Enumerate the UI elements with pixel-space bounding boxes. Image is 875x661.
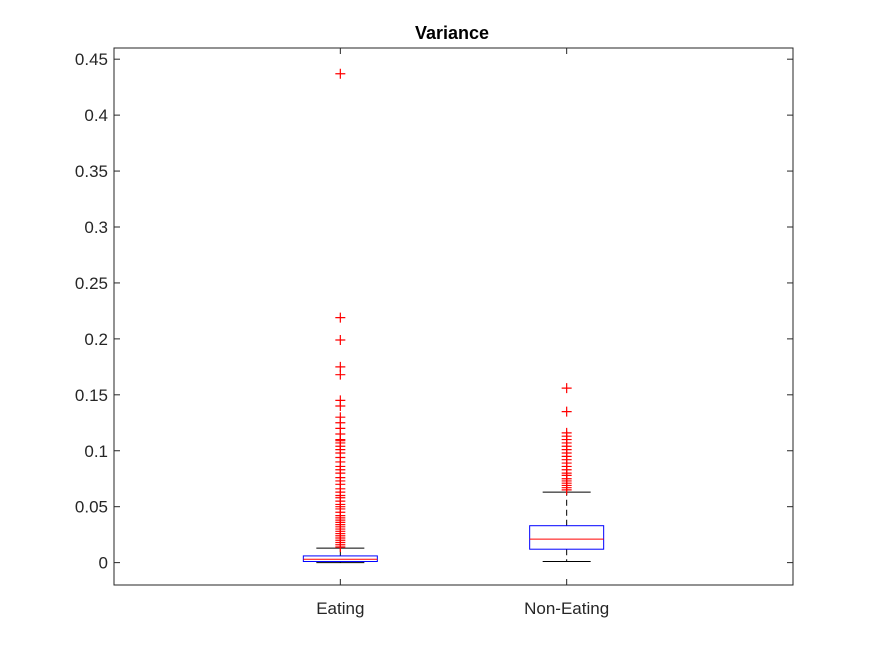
box-group-eating	[302, 68, 378, 564]
outlier-point	[335, 312, 346, 323]
outlier-point	[335, 68, 346, 79]
x-category-label: Non-Eating	[524, 599, 609, 618]
y-tick-label: 0.4	[84, 106, 108, 125]
x-category-label: Eating	[316, 599, 364, 618]
outlier-point	[561, 383, 572, 394]
y-tick-label: 0.05	[75, 498, 108, 517]
y-tick-label: 0.45	[75, 50, 108, 69]
plot-area	[113, 47, 794, 586]
y-tick-label: 0.35	[75, 162, 108, 181]
outlier-point	[335, 412, 346, 423]
y-tick-label: 0.25	[75, 274, 108, 293]
outlier-point	[335, 334, 346, 345]
iqr-box	[529, 525, 605, 550]
outlier-point	[335, 395, 346, 406]
y-tick-label: 0.3	[84, 218, 108, 237]
outlier-point	[561, 427, 572, 438]
iqr-box	[302, 555, 378, 563]
outlier-point	[561, 406, 572, 417]
box-group-non-eating	[529, 383, 605, 563]
y-tick-label: 0	[99, 554, 108, 573]
outlier-point	[335, 361, 346, 372]
y-tick-label: 0.1	[84, 442, 108, 461]
y-tick-label: 0.15	[75, 386, 108, 405]
y-tick-label: 0.2	[84, 330, 108, 349]
chart-title: Variance	[415, 23, 489, 43]
